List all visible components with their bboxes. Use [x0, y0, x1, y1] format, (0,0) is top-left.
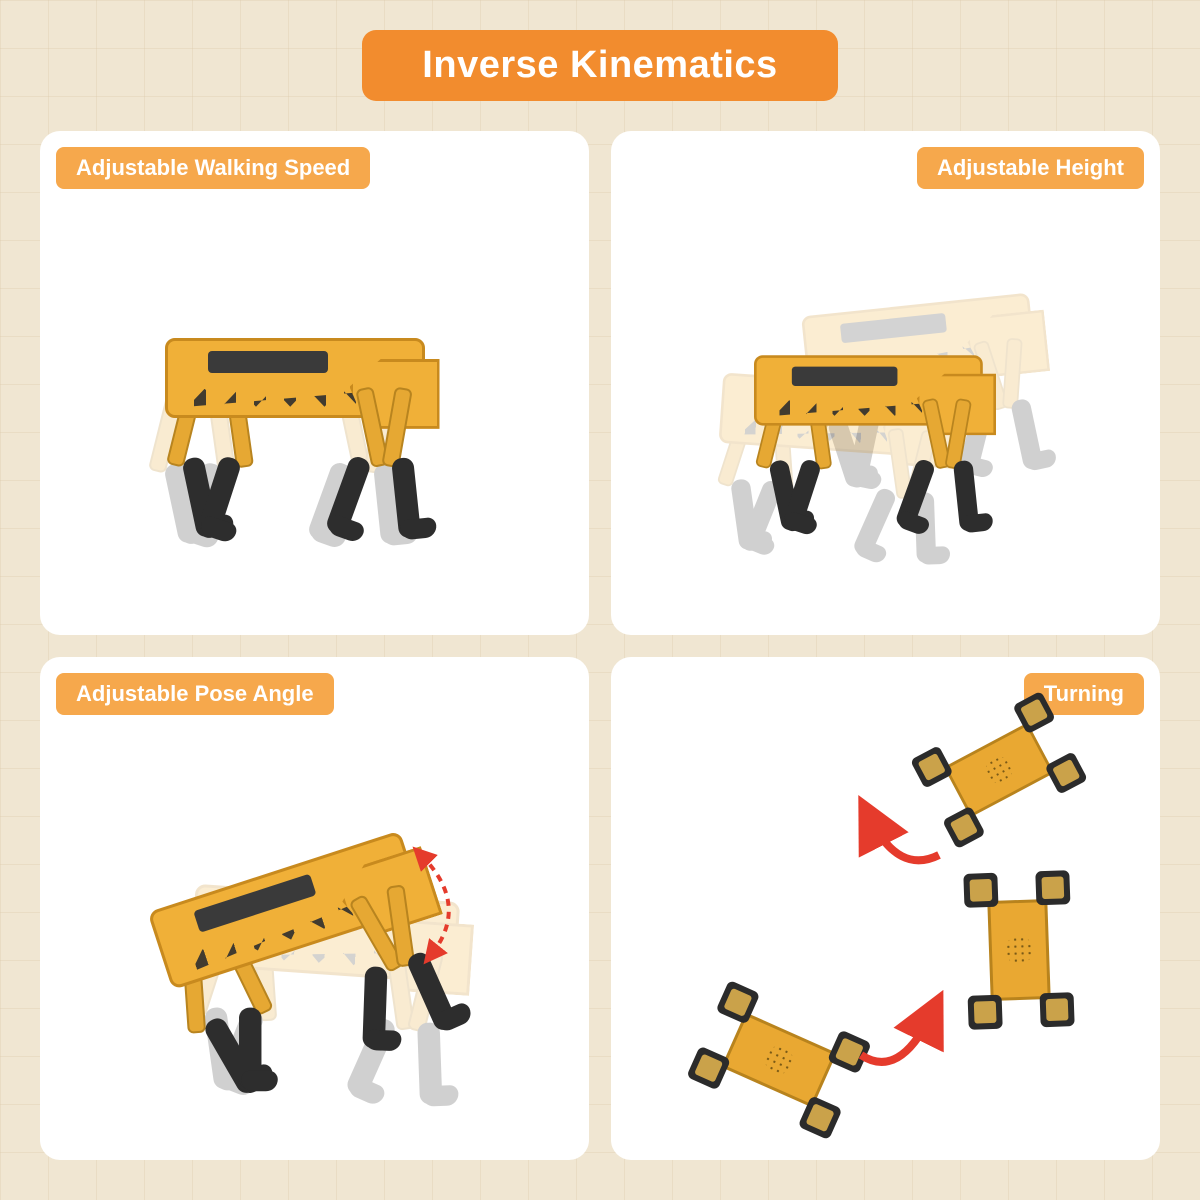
page-title: Inverse Kinematics [362, 30, 837, 101]
illustration-turning [629, 705, 1142, 1143]
illustration-pose-angle [58, 725, 571, 1143]
pose-arc-icon [401, 845, 501, 965]
card-tag: Adjustable Height [917, 147, 1144, 189]
robot-top-icon [684, 977, 875, 1143]
feature-grid: Adjustable Walking Speed Adjustable Heig… [40, 131, 1160, 1160]
card-walking-speed: Adjustable Walking Speed [40, 131, 589, 635]
card-tag: Adjustable Walking Speed [56, 147, 370, 189]
illustration-height [629, 199, 1142, 617]
card-tag: Adjustable Pose Angle [56, 673, 334, 715]
illustration-walking-speed [58, 199, 571, 617]
robot-dog-icon [125, 278, 505, 538]
robot-dog-icon [718, 302, 1052, 531]
card-pose-angle: Adjustable Pose Angle [40, 657, 589, 1161]
card-turning: Turning [611, 657, 1160, 1161]
card-height: Adjustable Height [611, 131, 1160, 635]
robot-top-icon [961, 868, 1077, 1032]
rotation-arrow-icon [849, 985, 939, 1075]
rotation-arrow-icon [859, 785, 949, 875]
